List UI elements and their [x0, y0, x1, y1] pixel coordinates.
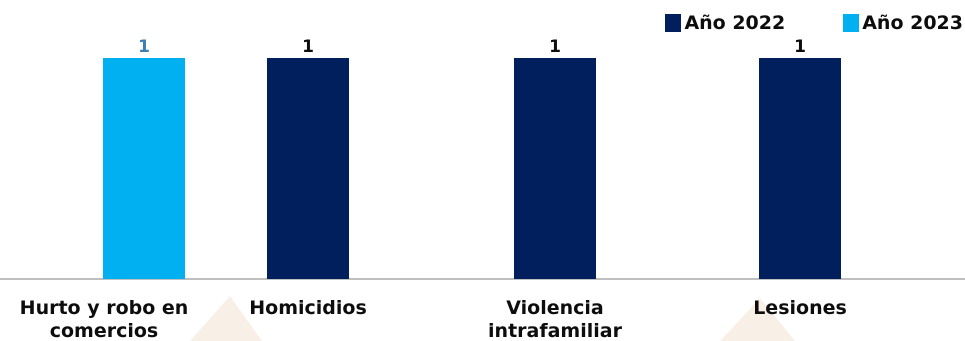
- watermark-shape: [720, 298, 795, 341]
- legend-item-2022: Año 2022: [665, 12, 785, 34]
- x-tick-label-3: Lesiones: [753, 297, 847, 319]
- watermark-shape: [190, 296, 262, 341]
- data-label-0: 1: [138, 37, 150, 57]
- x-tick-label-2: Violencia intrafamiliar: [488, 297, 623, 341]
- bar-2023-0: [103, 58, 185, 279]
- chart-legend: Año 2022 Año 2023: [665, 12, 963, 34]
- legend-item-2023: Año 2023: [843, 12, 963, 34]
- legend-label-2023: Año 2023: [862, 12, 963, 34]
- watermark-decoration: [190, 296, 795, 341]
- x-tick-label-1: Homicidios: [249, 297, 367, 319]
- data-label-2: 1: [549, 37, 561, 57]
- bar-2022-3: [759, 58, 841, 279]
- x-tick-label-0: Hurto y robo en comercios: [20, 297, 189, 341]
- data-label-1: 1: [302, 37, 314, 57]
- bar-2022-2: [514, 58, 596, 279]
- bar-2022-1: [267, 58, 349, 279]
- legend-swatch-2022: [665, 14, 682, 32]
- legend-label-2022: Año 2022: [684, 12, 786, 34]
- legend-swatch-2023: [843, 14, 860, 32]
- data-label-3: 1: [794, 37, 806, 57]
